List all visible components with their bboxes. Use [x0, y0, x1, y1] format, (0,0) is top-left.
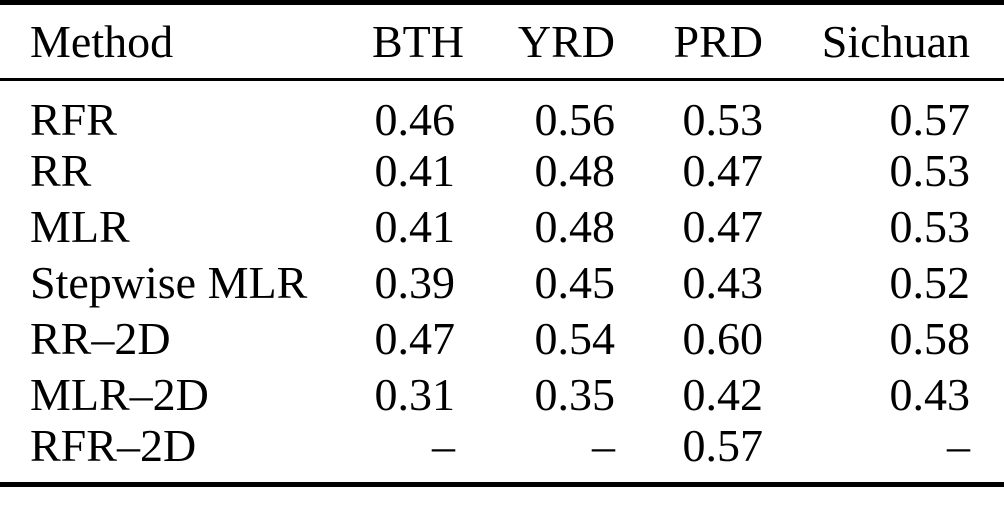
- value-cell: 0.52: [889, 257, 971, 308]
- header-row: Method BTH YRD PRD Sichuan: [0, 3, 1004, 80]
- value-cell: 0.46: [374, 94, 456, 145]
- value-cell: 0.48: [534, 201, 616, 252]
- value-cell: –: [432, 420, 455, 471]
- column-header-yrd: YRD: [517, 15, 615, 67]
- table-row: MLR 0.41 0.48 0.47 0.53: [0, 199, 1004, 255]
- column-header-sichuan: Sichuan: [821, 15, 970, 67]
- method-cell: MLR–2D: [30, 369, 209, 420]
- value-cell: 0.48: [534, 145, 616, 196]
- method-cell: RFR–2D: [30, 420, 197, 471]
- value-cell: 0.53: [682, 94, 764, 145]
- value-cell: 0.41: [374, 201, 456, 252]
- value-cell: 0.58: [889, 313, 971, 364]
- value-cell: 0.42: [682, 369, 764, 420]
- value-cell: 0.43: [889, 369, 971, 420]
- column-header-method: Method: [30, 15, 174, 67]
- table-row: RR–2D 0.47 0.54 0.60 0.58: [0, 311, 1004, 367]
- value-cell: 0.47: [682, 145, 764, 196]
- value-cell: 0.54: [534, 313, 616, 364]
- value-cell: 0.39: [374, 257, 456, 308]
- value-cell: 0.35: [534, 369, 616, 420]
- table-row: RFR–2D – – 0.57 –: [0, 423, 1004, 485]
- value-cell: 0.53: [889, 145, 971, 196]
- method-cell: RR: [30, 145, 92, 196]
- value-cell: 0.45: [534, 257, 616, 308]
- results-table: Method BTH YRD PRD Sichuan RFR 0.46 0.56…: [0, 0, 1004, 487]
- value-cell: –: [592, 420, 615, 471]
- table-row: RR 0.41 0.48 0.47 0.53: [0, 143, 1004, 199]
- table-row: Stepwise MLR 0.39 0.45 0.43 0.52: [0, 255, 1004, 311]
- value-cell: –: [947, 420, 970, 471]
- value-cell: 0.57: [889, 94, 971, 145]
- value-cell: 0.47: [682, 201, 764, 252]
- table-row: RFR 0.46 0.56 0.53 0.57: [0, 80, 1004, 144]
- method-cell: RFR: [30, 94, 117, 145]
- value-cell: 0.56: [534, 94, 616, 145]
- method-cell: Stepwise MLR: [30, 257, 308, 308]
- value-cell: 0.53: [889, 201, 971, 252]
- method-cell: MLR: [30, 201, 130, 252]
- table-row: MLR–2D 0.31 0.35 0.42 0.43: [0, 367, 1004, 423]
- value-cell: 0.57: [682, 420, 764, 471]
- method-cell: RR–2D: [30, 313, 171, 364]
- column-header-prd: PRD: [673, 15, 763, 67]
- value-cell: 0.31: [374, 369, 456, 420]
- value-cell: 0.60: [682, 313, 764, 364]
- value-cell: 0.47: [374, 313, 456, 364]
- value-cell: 0.43: [682, 257, 764, 308]
- column-header-bth: BTH: [372, 15, 464, 67]
- value-cell: 0.41: [374, 145, 456, 196]
